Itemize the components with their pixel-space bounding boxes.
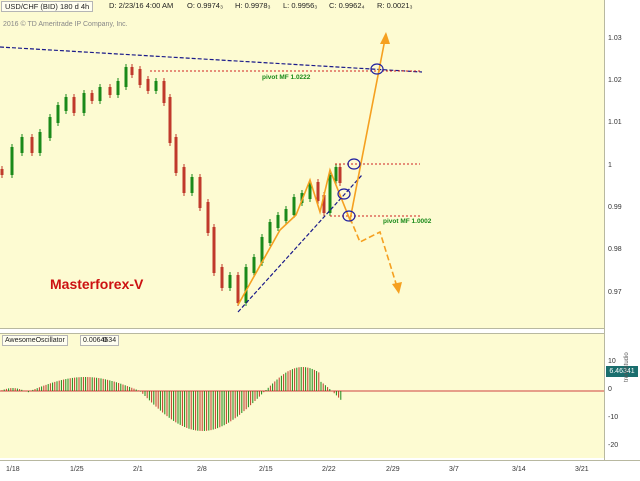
oscillator-zero: 0 [103, 337, 107, 344]
price-tick: 0.99 [608, 204, 622, 211]
price-candle [284, 209, 288, 221]
osc-tick: 0 [608, 386, 612, 393]
price-tick: 1.03 [608, 35, 622, 42]
price-candle [56, 105, 60, 123]
price-candle [276, 215, 280, 228]
price-candle [190, 177, 194, 193]
bar-range: R: 0.0021₃ [377, 1, 413, 10]
time-tick: 3/14 [512, 466, 526, 473]
price-candle [206, 202, 210, 233]
price-tick: 1 [608, 162, 612, 169]
bar-date: D: 2/23/16 4:00 AM [109, 1, 174, 10]
copyright-text: 2016 © TD Ameritrade IP Company, Inc. [3, 21, 128, 28]
time-tick: 2/15 [259, 466, 273, 473]
price-candle [82, 93, 86, 113]
osc-tick: -10 [608, 414, 619, 421]
projection-arrowhead-down [392, 282, 402, 294]
price-candle [334, 167, 338, 181]
projection-path-down [349, 217, 399, 291]
price-candle [138, 69, 142, 85]
price-candle [328, 175, 332, 213]
target-marker [337, 188, 351, 200]
price-candle [220, 267, 224, 288]
resistance-trendline [0, 46, 423, 73]
price-tick: 1.01 [608, 119, 622, 126]
pivot-label-upper: pivot MF 1.0222 [262, 74, 311, 81]
price-candle [108, 87, 112, 95]
price-candle [268, 222, 272, 243]
support-trendline [237, 174, 363, 313]
pivot-label-lower: pivot MF 1.0002 [383, 218, 432, 225]
time-tick: 1/25 [70, 466, 84, 473]
price-candle [198, 177, 202, 208]
oscillator-pane[interactable] [0, 346, 604, 458]
bar-close: C: 0.9962₄ [329, 1, 365, 10]
price-candle [146, 79, 150, 91]
target-marker [347, 158, 361, 170]
price-candle [316, 182, 320, 201]
time-axis[interactable] [0, 460, 640, 481]
projection-arrowhead-up [380, 32, 390, 44]
price-axis[interactable] [604, 0, 640, 460]
time-tick: 2/1 [133, 466, 143, 473]
time-tick: 2/8 [197, 466, 207, 473]
chart-header: USD/CHF (BID) 180 d 4h D: 2/23/16 4:00 A… [0, 0, 604, 12]
price-candle [30, 137, 34, 153]
bar-open: O: 0.9974₃ [187, 1, 223, 10]
price-candle [10, 147, 14, 175]
time-tick: 3/21 [575, 466, 589, 473]
price-candle [116, 81, 120, 95]
price-candle [48, 117, 52, 138]
side-label: trendstudio [624, 352, 630, 382]
time-tick: 2/22 [322, 466, 336, 473]
price-candle [212, 227, 216, 273]
price-candle [322, 195, 326, 213]
price-tick: 0.98 [608, 246, 622, 253]
price-candle [20, 137, 24, 153]
price-candle [244, 267, 248, 303]
price-candle [228, 275, 232, 288]
target-marker [370, 63, 384, 75]
price-candle [338, 167, 342, 183]
price-tick: 1.02 [608, 77, 622, 84]
time-tick: 1/18 [6, 466, 20, 473]
price-candle [90, 93, 94, 101]
osc-tick: -20 [608, 442, 619, 449]
price-candle [154, 81, 158, 91]
price-candle [124, 67, 128, 87]
bar-low: L: 0.9956₃ [283, 1, 318, 10]
oscillator-name[interactable]: AwesomeOscillator [2, 335, 68, 346]
price-candle [64, 97, 68, 111]
price-candle [174, 137, 178, 173]
osc-tick: 10 [608, 358, 616, 365]
price-candle [130, 67, 134, 75]
price-candle [162, 81, 166, 103]
price-tick: 0.97 [608, 289, 622, 296]
oscillator-value: 0.0064634 [80, 335, 120, 346]
price-candle [182, 167, 186, 193]
time-tick: 3/7 [449, 466, 459, 473]
price-candle [168, 97, 172, 143]
price-candle [260, 237, 264, 263]
price-candle [0, 169, 4, 175]
price-candle [98, 87, 102, 101]
price-candle [236, 275, 240, 303]
oscillator-header [0, 333, 604, 346]
price-candle [252, 257, 256, 273]
oscillator-current-badge: 6.46341 [606, 366, 638, 377]
watermark-label: Masterforex-V [50, 276, 144, 292]
time-tick: 2/29 [386, 466, 400, 473]
target-marker [342, 210, 356, 222]
price-candle [38, 132, 42, 153]
bar-high: H: 0.9978₃ [235, 1, 271, 10]
price-candle [308, 182, 312, 199]
symbol-label[interactable]: USD/CHF (BID) 180 d 4h [1, 1, 94, 12]
price-candle [292, 197, 296, 215]
projection-path-up [237, 33, 387, 306]
price-candle [72, 97, 76, 113]
